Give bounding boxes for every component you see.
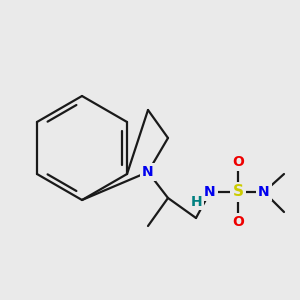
Text: S: S [232,184,244,200]
Text: N: N [258,185,270,199]
Text: N: N [142,165,154,179]
Text: O: O [232,215,244,229]
Text: H: H [191,195,203,209]
Text: O: O [232,155,244,169]
Text: N: N [204,185,216,199]
